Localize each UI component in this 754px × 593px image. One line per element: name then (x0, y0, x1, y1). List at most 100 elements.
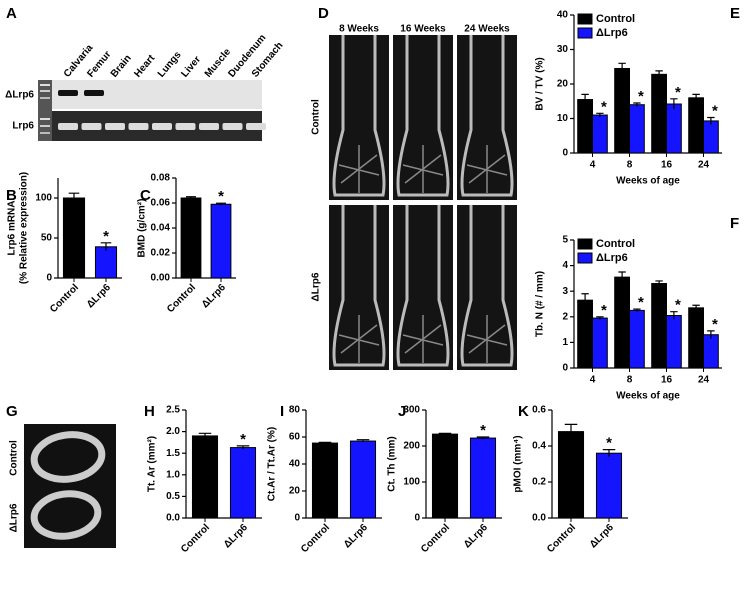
bar (349, 440, 377, 519)
y-tick-label: 30 (557, 44, 569, 55)
y-tick-label: 0.0 (166, 513, 180, 524)
micro-ct-trabecula (338, 315, 380, 363)
y-tick-label: 10 (557, 113, 569, 124)
legend-swatch (577, 27, 593, 39)
panel-label: J (398, 403, 406, 420)
legend-label: Control (596, 238, 635, 250)
bar (469, 437, 497, 519)
column-label: 16 Weeks (400, 24, 446, 35)
error-bar (564, 423, 578, 439)
error-bar (581, 93, 589, 105)
y-tick-label: 20 (289, 486, 301, 497)
bar (703, 120, 719, 154)
y-tick-label: 80 (289, 405, 301, 416)
bar (577, 299, 594, 369)
significance-mark: * (601, 302, 607, 319)
panel-label: F (730, 215, 739, 232)
y-tick-label: 1.5 (166, 448, 180, 459)
error-bar (216, 202, 226, 206)
x-tick-label: 24 (698, 375, 710, 386)
error-bar (670, 311, 678, 320)
legend-swatch (577, 252, 593, 264)
bar (180, 197, 202, 279)
bar (614, 67, 631, 154)
y-tick-label: 0 (562, 363, 568, 374)
error-bar (618, 271, 626, 283)
bar (431, 433, 459, 519)
y-tick-label: 0 (414, 513, 420, 524)
micro-ct-trabecula (338, 145, 380, 193)
significance-mark: * (218, 188, 224, 205)
error-bar (655, 280, 663, 287)
y-tick-label: 0.4 (532, 441, 546, 452)
cross-section-image (24, 424, 116, 548)
bar (688, 97, 705, 154)
panel-label: C (140, 187, 151, 204)
x-axis-label: Weeks of age (616, 176, 680, 187)
y-axis-label: Ct.Ar / Tt.Ar (%) (267, 427, 278, 501)
micro-ct-trabecula (402, 145, 444, 193)
error-bar (633, 102, 641, 107)
error-bar (602, 449, 616, 457)
bar (311, 442, 339, 519)
error-bar (692, 93, 700, 102)
y-tick-label: 40 (289, 459, 301, 470)
micro-ct-trabecula (466, 315, 508, 363)
y-tick-label: 200 (403, 441, 420, 452)
y-tick-label: 0 (294, 513, 300, 524)
row-label: Control (311, 99, 322, 135)
gel-band (175, 123, 196, 130)
significance-mark: * (638, 294, 644, 311)
error-bar (618, 62, 626, 74)
y-axis-label: (% Relative expression) (19, 172, 30, 284)
significance-mark: * (480, 422, 486, 439)
significance-mark: * (240, 431, 246, 448)
significance-mark: * (601, 98, 607, 115)
x-tick-label: 8 (627, 375, 633, 386)
micro-ct-bone (332, 35, 386, 197)
legend-label: ΔLrp6 (596, 252, 628, 264)
gel-row-label: Lrp6 (12, 121, 34, 132)
error-bar (100, 242, 112, 251)
x-tick-label: 16 (661, 375, 673, 386)
y-tick-label: 40 (557, 10, 569, 21)
bar (629, 104, 645, 154)
bar (629, 309, 645, 369)
y-tick-label: 300 (403, 405, 420, 416)
error-bar (596, 112, 604, 117)
gel-band (152, 123, 172, 130)
significance-mark: * (606, 435, 612, 452)
gel-band (222, 123, 243, 130)
panel-label: D (318, 5, 329, 22)
y-tick-label: 0.04 (151, 223, 171, 234)
micro-ct-bone (396, 205, 450, 367)
gel-band (246, 123, 266, 130)
y-tick-label: 1.0 (166, 469, 180, 480)
significance-mark: * (712, 316, 718, 333)
x-tick-label: 4 (590, 160, 596, 171)
y-tick-label: 100 (403, 477, 420, 488)
bar (577, 99, 594, 154)
legend-swatch (577, 13, 593, 25)
significance-mark: * (103, 228, 109, 245)
y-tick-label: 100 (35, 193, 52, 204)
gel-band (81, 123, 102, 130)
column-label: 24 Weeks (464, 24, 510, 35)
y-tick-label: 2.0 (166, 426, 180, 437)
error-bar (198, 432, 212, 439)
micro-ct-trabecula (466, 145, 508, 193)
significance-mark: * (675, 297, 681, 314)
y-tick-label: 0.6 (532, 405, 546, 416)
bar (191, 435, 219, 519)
y-tick-label: 50 (41, 233, 53, 244)
y-axis-label: BMD (g/cm²) (137, 199, 148, 258)
error-bar (633, 308, 641, 312)
error-bar (670, 98, 678, 110)
error-bar (581, 293, 589, 307)
x-tick-label: 16 (661, 160, 673, 171)
bar (94, 246, 118, 279)
error-bar (186, 196, 196, 200)
y-tick-label: 0.5 (166, 491, 180, 502)
y-axis-label: Lrp6 mRNA (7, 200, 18, 255)
